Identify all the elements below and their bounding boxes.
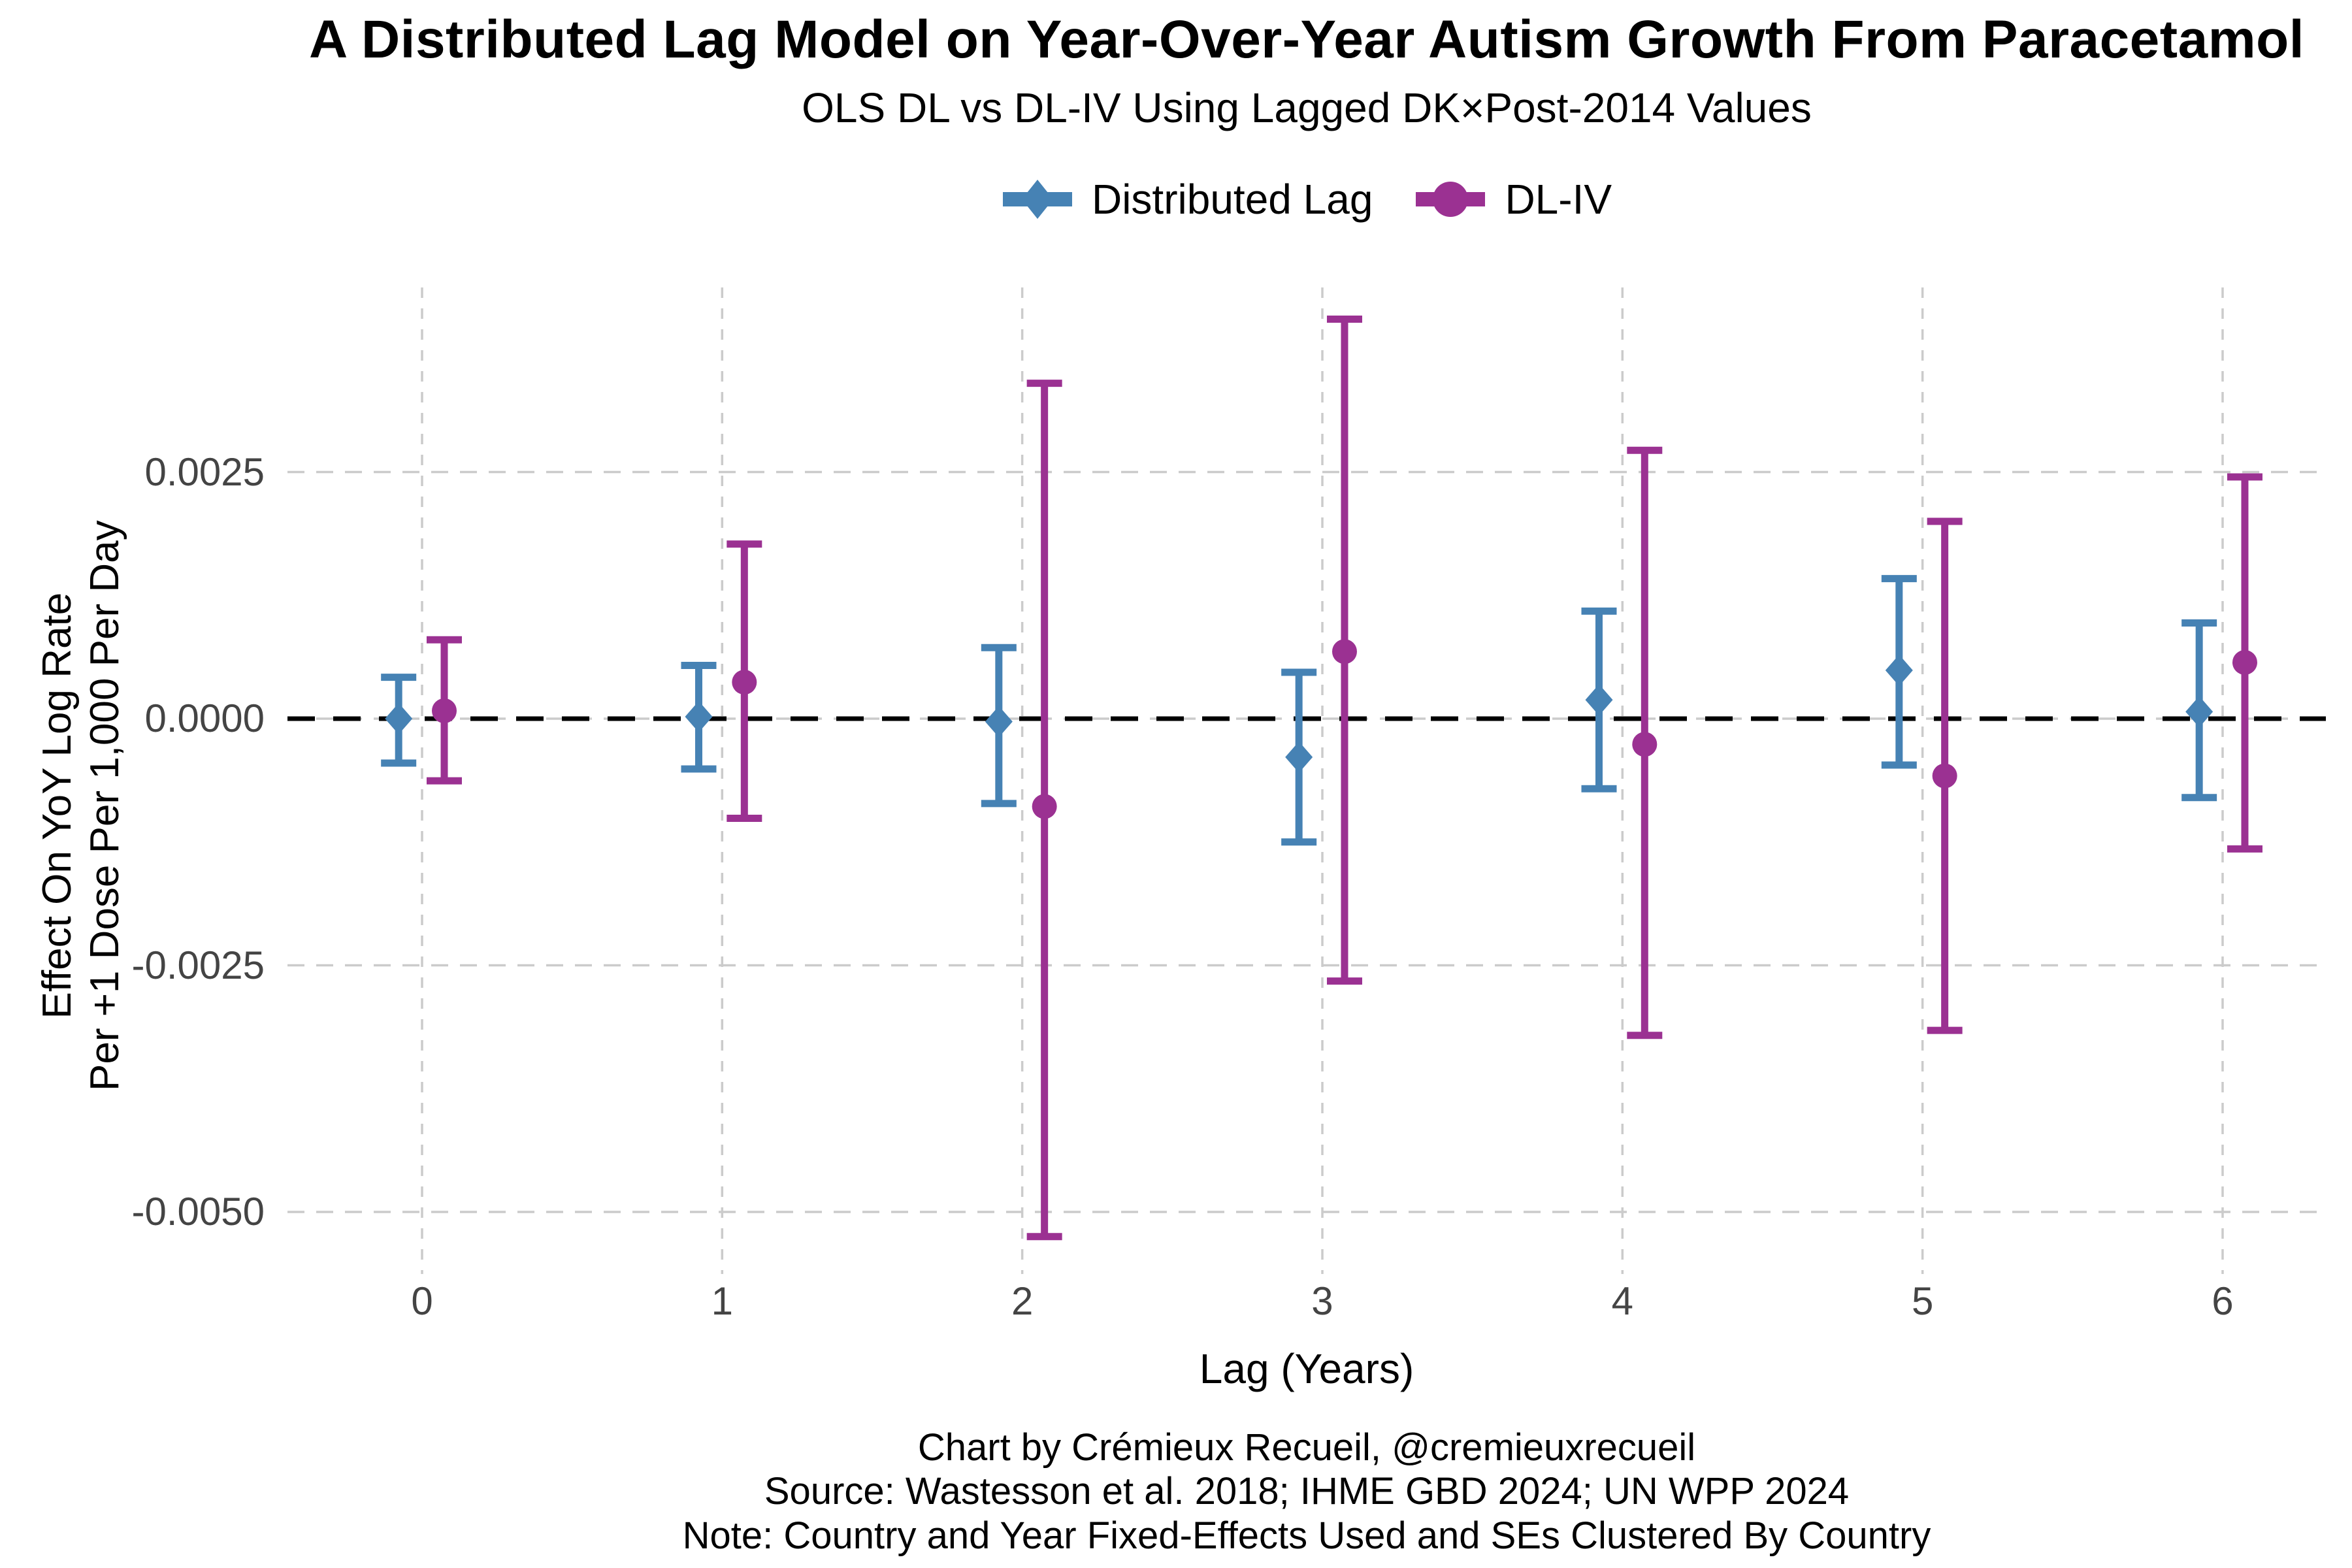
y-tick-label-0: 0.0025	[144, 449, 265, 494]
marker-dliv-lag2	[1032, 794, 1057, 819]
chart-title: A Distributed Lag Model on Year-Over-Yea…	[309, 10, 2304, 69]
footer-credit: Chart by Crémieux Recueil, @cremieuxrecu…	[917, 1426, 1696, 1469]
legend-label: Distributed Lag	[1091, 176, 1373, 223]
marker-dl-lag0	[385, 703, 413, 734]
diamond-marker-icon	[1002, 163, 1073, 235]
legend-item-dl-iv: DL-IV	[1414, 163, 1612, 235]
marker-dl-lag4	[1585, 684, 1613, 716]
legend-label: DL-IV	[1505, 176, 1612, 223]
footer-note: Note: Country and Year Fixed-Effects Use…	[682, 1514, 1931, 1557]
marker-dliv-lag1	[732, 670, 757, 695]
x-axis-title: Lag (Years)	[1199, 1345, 1414, 1392]
marker-dliv-lag4	[1632, 732, 1658, 757]
marker-dl-lag5	[1885, 655, 1913, 687]
y-tick-label-3: -0.0050	[131, 1190, 265, 1233]
marker-dliv-lag6	[2232, 649, 2257, 675]
marker-dliv-lag3	[1331, 639, 1357, 664]
marker-dl-lag6	[2185, 696, 2213, 728]
x-tick-label-4: 4	[1611, 1279, 1633, 1323]
y-tick-label-2: -0.0025	[131, 943, 265, 987]
marker-dl-lag3	[1285, 741, 1313, 773]
legend-item-distributed-lag: Distributed Lag	[1002, 163, 1373, 235]
x-tick-label-5: 5	[1911, 1279, 1934, 1323]
x-tick-label-1: 1	[711, 1279, 734, 1323]
legend: Distributed Lag DL-IV	[287, 163, 2326, 235]
x-tick-label-2: 2	[1011, 1279, 1034, 1323]
circle-marker-icon	[1414, 163, 1486, 235]
marker-dliv-lag5	[1932, 763, 1957, 789]
chart-subtitle: OLS DL vs DL-IV Using Lagged DK×Post-201…	[802, 84, 1812, 131]
x-tick-label-0: 0	[411, 1279, 433, 1323]
footer-notes: Chart by Crémieux Recueil, @cremieuxrecu…	[287, 1426, 2326, 1558]
footer-source: Source: Wastesson et al. 2018; IHME GBD …	[764, 1470, 1850, 1513]
y-axis-title: Effect On YoY Log Rate Per +1 Dose Per 1…	[34, 520, 127, 1091]
x-tick-label-3: 3	[1311, 1279, 1333, 1323]
y-tick-label-1: 0.0000	[144, 696, 265, 740]
marker-dliv-lag0	[431, 698, 457, 723]
x-tick-label-6: 6	[2212, 1279, 2234, 1323]
marker-dl-lag2	[985, 706, 1013, 738]
marker-dl-lag1	[685, 700, 713, 732]
